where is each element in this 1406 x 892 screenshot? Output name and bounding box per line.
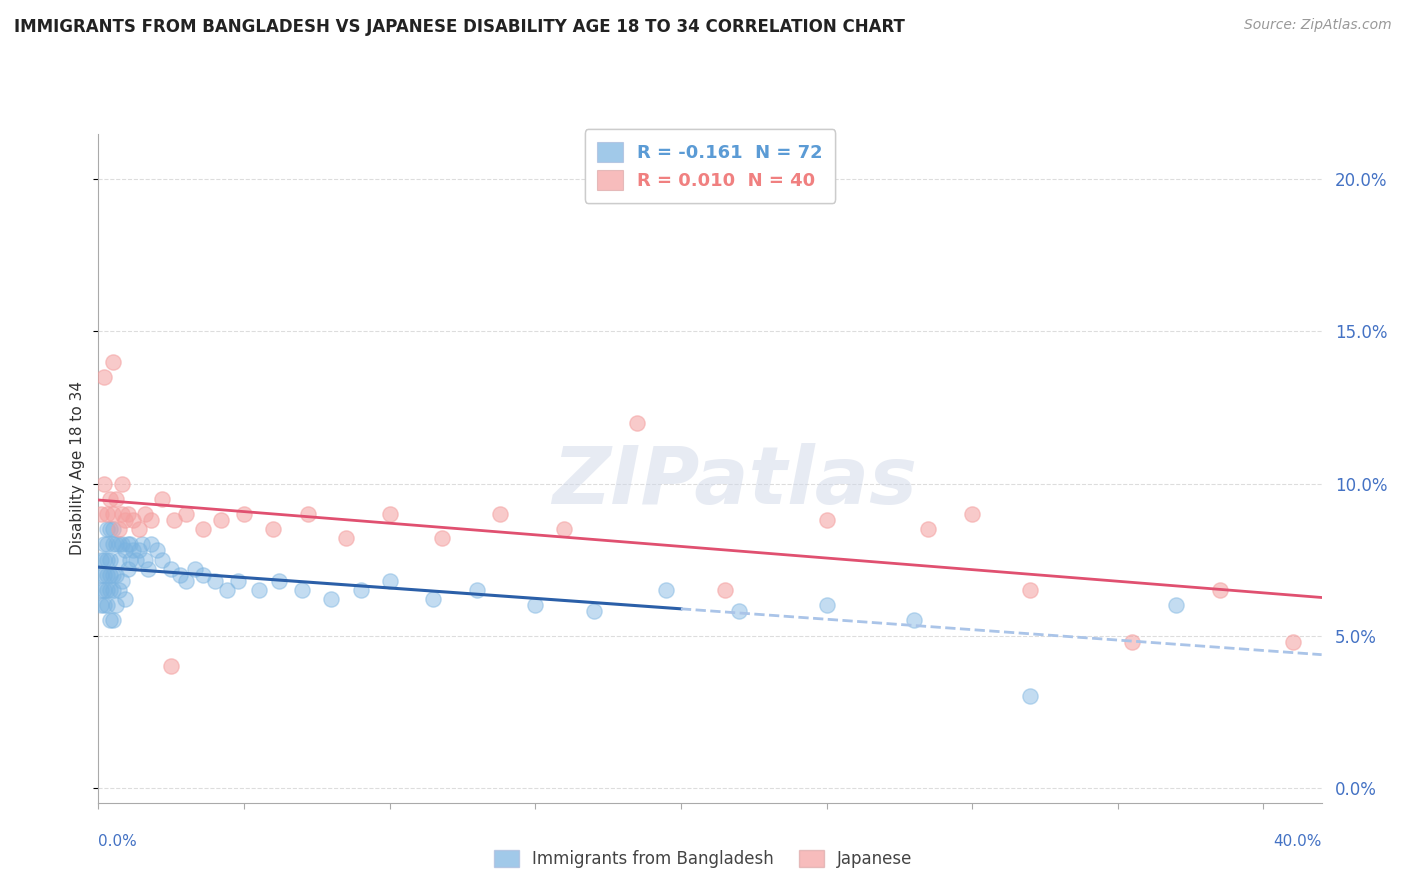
Text: IMMIGRANTS FROM BANGLADESH VS JAPANESE DISABILITY AGE 18 TO 34 CORRELATION CHART: IMMIGRANTS FROM BANGLADESH VS JAPANESE D… [14,18,905,36]
Text: Source: ZipAtlas.com: Source: ZipAtlas.com [1244,18,1392,32]
Text: ZIPatlas: ZIPatlas [553,442,917,521]
Legend: Immigrants from Bangladesh, Japanese: Immigrants from Bangladesh, Japanese [486,843,920,875]
Y-axis label: Disability Age 18 to 34: Disability Age 18 to 34 [70,381,86,556]
Text: 0.0%: 0.0% [98,834,138,849]
Text: 40.0%: 40.0% [1274,834,1322,849]
Legend: R = -0.161  N = 72, R = 0.010  N = 40: R = -0.161 N = 72, R = 0.010 N = 40 [585,129,835,202]
